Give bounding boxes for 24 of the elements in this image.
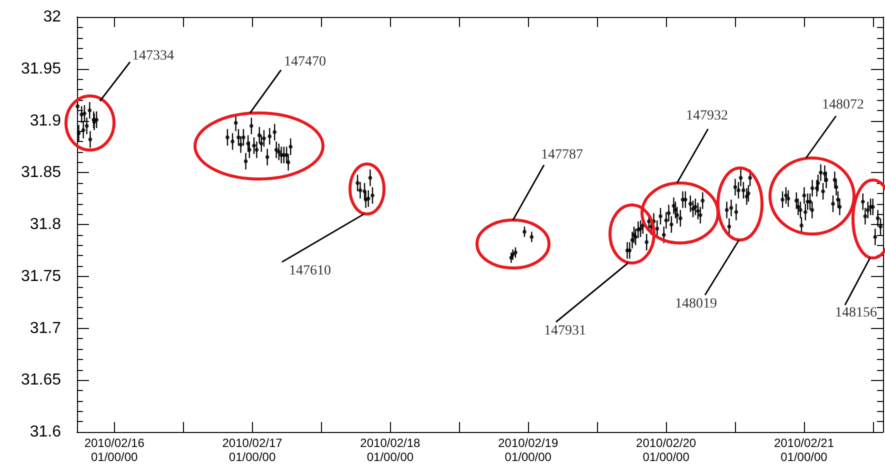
- annotation: 147787: [541, 148, 583, 162]
- x-tick-label: 2010/02/17 01/00/00: [222, 436, 283, 464]
- y-tick-label: 31.65: [20, 372, 62, 389]
- y-tick-label: 31.85: [20, 164, 62, 182]
- annotation: 147610: [289, 264, 331, 278]
- y-tick-label: 31.8: [30, 216, 62, 233]
- y-tick-label: 31.7: [30, 320, 62, 337]
- annotation: 148019: [675, 296, 717, 312]
- x-tick-label: 2010/02/21 01/00/00: [774, 436, 834, 464]
- y-tick-label: 32: [43, 8, 62, 26]
- y-tick-label: 31.9: [30, 112, 62, 130]
- y-tick-label: 31.6: [30, 424, 62, 440]
- annotation: 148072: [822, 98, 864, 112]
- annotation: 147932: [686, 108, 728, 124]
- annotation: 148156: [835, 306, 877, 320]
- annotation: 147931: [544, 324, 586, 338]
- y-tick-label: 31.75: [20, 268, 62, 285]
- x-tick-label: 2010/02/20 01/00/00: [636, 436, 696, 464]
- y-tick-label: 31.95: [20, 60, 62, 78]
- x-tick-label: 2010/02/18 01/00/00: [360, 436, 421, 464]
- annotation: 147334: [132, 48, 174, 64]
- x-tick-label: 2010/02/19 01/00/00: [498, 436, 558, 464]
- x-tick-label: 2010/02/16 01/00/00: [84, 436, 145, 464]
- annotation: 147470: [284, 54, 326, 70]
